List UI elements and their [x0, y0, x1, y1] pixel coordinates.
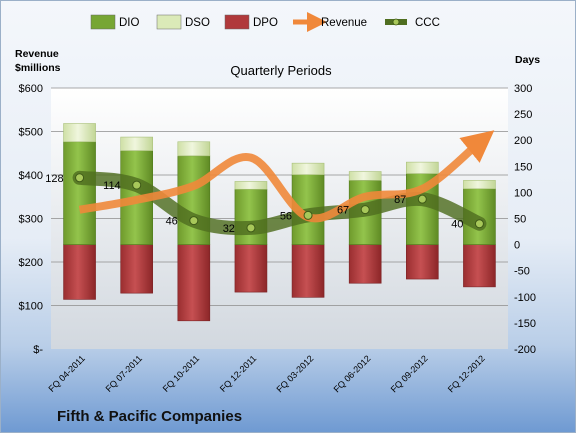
legend-revenue-label: Revenue [321, 17, 367, 29]
dpo-bar [291, 244, 325, 298]
ccc-data-label: 32 [223, 223, 235, 235]
right-tick-label: -100 [514, 292, 536, 304]
x-tick-label: FQ 12-2012 [446, 353, 487, 394]
right-tick-label: 300 [514, 83, 532, 95]
ccc-point [474, 219, 484, 229]
x-tick-label: FQ 04-2011 [46, 353, 87, 394]
ccc-point [132, 180, 142, 190]
left-axis-title-line1: Revenue [15, 48, 59, 60]
ccc-data-label: 46 [166, 216, 178, 228]
right-tick-label: -50 [514, 266, 530, 278]
legend-dio-swatch [90, 14, 116, 30]
legend-dio-label: DIO [119, 17, 140, 29]
legend-ccc-marker [392, 18, 400, 26]
ccc-data-label: 87 [394, 194, 406, 206]
left-tick-label: $300 [19, 214, 43, 226]
legend-ccc-label: CCC [415, 17, 440, 29]
ccc-point [360, 205, 370, 215]
legend-dso-label: DSO [185, 17, 210, 29]
left-tick-label: $- [33, 344, 43, 356]
dpo-bar [234, 244, 268, 293]
right-tick-label: 150 [514, 161, 532, 173]
ccc-point [246, 223, 256, 233]
dso-bar [463, 180, 496, 190]
dso-bar [406, 161, 439, 174]
left-tick-label: $400 [19, 170, 43, 182]
ccc-data-label: 67 [337, 205, 349, 217]
ccc-data-label: 56 [280, 210, 292, 222]
right-tick-label: 200 [514, 135, 532, 147]
points: 128 114 46 32 56 67 87 40 [45, 173, 484, 235]
dio-bar [234, 188, 268, 245]
ccc-data-label: 128 [45, 173, 63, 185]
left-tick-label: $500 [19, 127, 43, 139]
left-tick-label: $100 [19, 301, 43, 313]
x-tick-label: FQ 03-2012 [274, 353, 315, 394]
right-tick-label: -150 [514, 318, 536, 330]
ccc-point [303, 210, 313, 220]
ccc-point [75, 173, 85, 183]
dpo-bar [406, 244, 439, 280]
revenue-line [78, 130, 495, 223]
dpo-bar [463, 244, 496, 288]
dio-bar [177, 155, 211, 245]
right-tick-label: 250 [514, 109, 532, 121]
dpo-bar [348, 244, 382, 284]
right-tick-label: -200 [514, 344, 536, 356]
right-tick-label: 0 [514, 240, 520, 252]
right-tick-label: 100 [514, 187, 532, 199]
dso-bar [120, 136, 153, 151]
dpo-bar [63, 244, 96, 300]
dso-bar [291, 162, 325, 175]
x-tick-label: FQ 10-2011 [161, 353, 202, 394]
legend: DIO DSO DPO Revenue CCC [90, 12, 440, 32]
left-tick-label: $600 [19, 83, 43, 95]
chart-title: Quarterly Periods [230, 63, 332, 78]
ccc-point [189, 216, 199, 226]
ccc-data-label: 114 [103, 180, 121, 192]
dso-bar [177, 141, 211, 157]
legend-dpo-label: DPO [253, 17, 278, 29]
x-tick-label: FQ 09-2012 [389, 353, 430, 394]
lines [72, 130, 495, 236]
x-tick-label: FQ 12-2011 [218, 353, 259, 394]
right-tick-label: 50 [514, 214, 526, 226]
left-axis-title-line2: $millions [15, 62, 61, 74]
dso-bar [234, 181, 268, 190]
company-name: Fifth & Pacific Companies [57, 408, 242, 425]
x-tick-label: FQ 06-2012 [332, 353, 373, 394]
dio-bar [63, 141, 96, 245]
dpo-bar [120, 244, 153, 294]
dpo-bar [177, 244, 211, 322]
left-tick-label: $200 [19, 257, 43, 269]
dso-bar [348, 171, 382, 181]
dso-bar [63, 123, 96, 143]
x-tick-label: FQ 07-2011 [104, 353, 145, 394]
ccc-data-label: 40 [451, 219, 463, 231]
legend-dpo-swatch [224, 14, 250, 30]
legend-dso-swatch [156, 14, 182, 30]
ccc-point [417, 194, 427, 204]
ccc-line [72, 170, 487, 236]
right-axis-title: Days [515, 54, 540, 66]
